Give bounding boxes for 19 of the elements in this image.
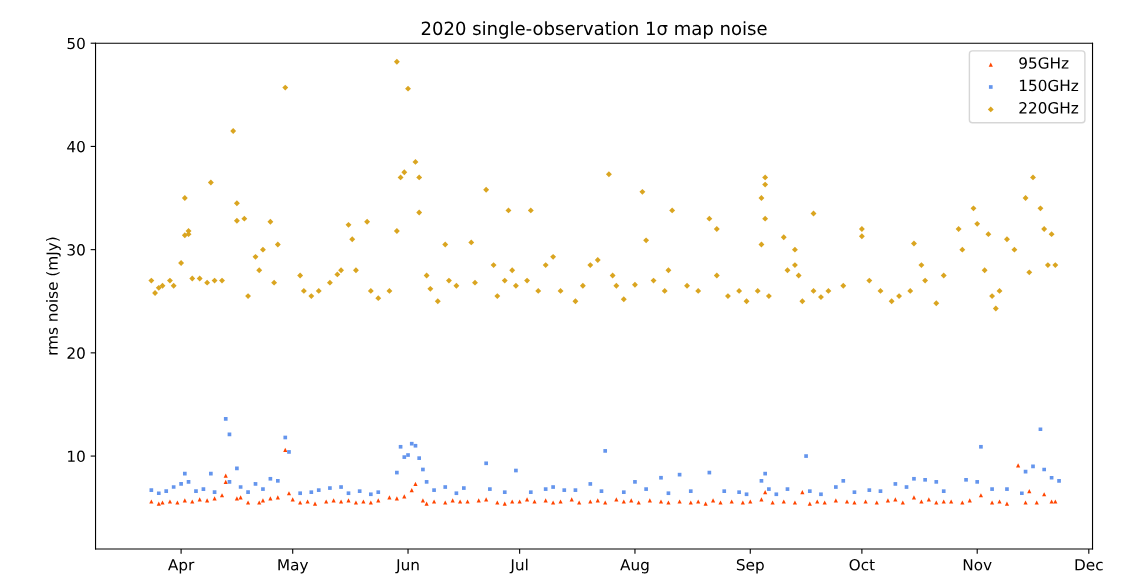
- x-tick-label: May: [278, 559, 309, 574]
- x-tick-label: Nov: [963, 559, 992, 571]
- y-axis-title: rms noise (mJy): [46, 237, 61, 355]
- legend-label: 95GHz: [1019, 57, 1069, 69]
- legend-label: 150GHz: [1019, 79, 1079, 92]
- y-tick-label: 40: [67, 140, 85, 153]
- x-tick-label: Jul: [509, 558, 528, 574]
- x-tick-label: Dec: [1075, 559, 1103, 571]
- y-tick-label: 10: [68, 450, 85, 463]
- x-tick-label: Jun: [395, 559, 419, 574]
- y-tick-label: 30: [67, 244, 85, 256]
- x-tick-label: Oct: [849, 558, 875, 571]
- x-tick-label: Sep: [736, 558, 764, 574]
- x-tick-label: Apr: [168, 559, 195, 574]
- y-tick-label: 50: [67, 37, 85, 50]
- y-tick-label: 20: [67, 347, 85, 359]
- x-tick-label: Aug: [620, 559, 649, 574]
- chart-title: 2020 single-observation 1σ map noise: [421, 21, 767, 39]
- legend-label: 220GHz: [1019, 102, 1079, 114]
